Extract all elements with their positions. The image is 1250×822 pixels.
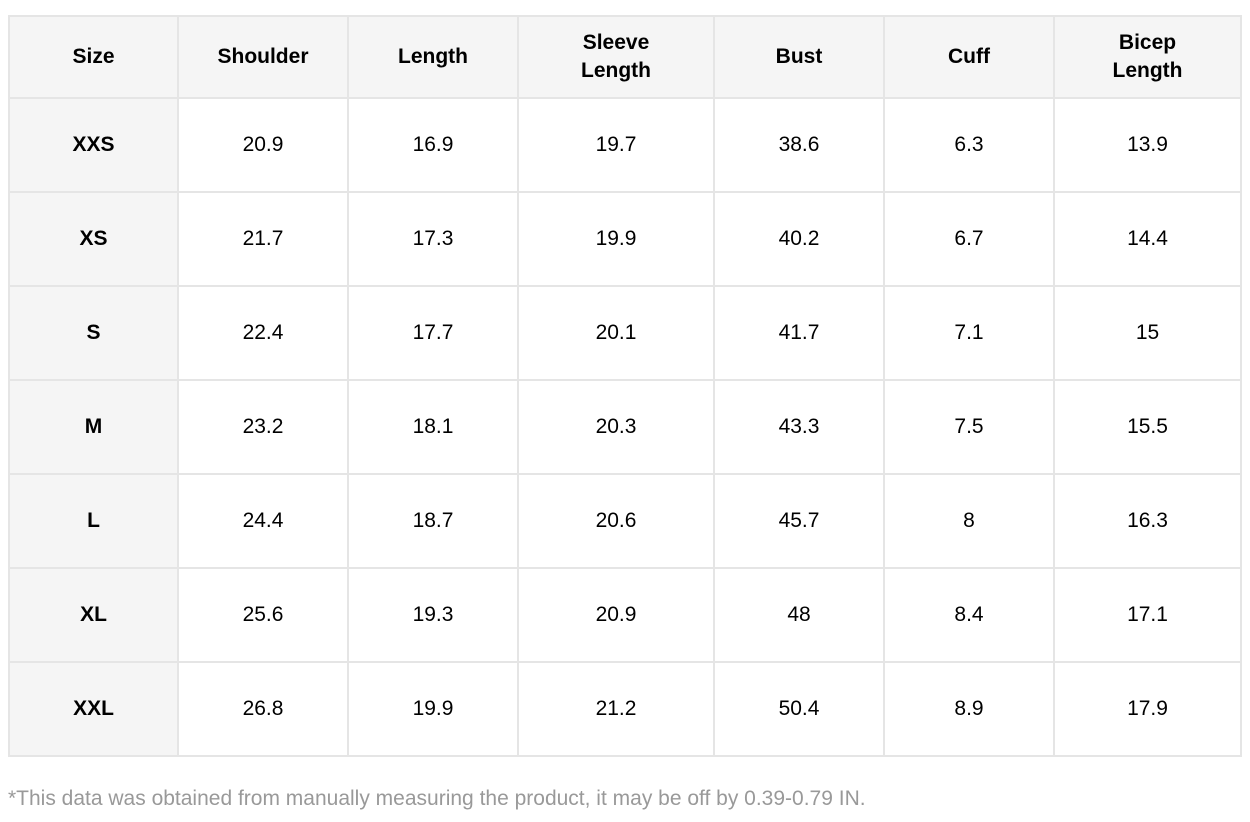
measurement-cell: 13.9 <box>1053 97 1242 193</box>
footnote: *This data was obtained from manually me… <box>8 787 866 810</box>
measurement-cell: 6.7 <box>883 191 1055 287</box>
size-cell: M <box>8 379 179 475</box>
table-row: L 24.4 18.7 20.6 45.7 8 16.3 <box>8 473 1242 569</box>
column-header: Length <box>347 15 519 99</box>
measurement-cell: 21.7 <box>177 191 349 287</box>
measurement-cell: 20.1 <box>517 285 715 381</box>
measurement-cell: 50.4 <box>713 661 885 757</box>
size-chart-table: Size Shoulder Length Sleeve Length Bust Cuff Bi… <box>8 15 1242 757</box>
table-row: XXL 26.8 19.9 21.2 50.4 8.9 17.9 <box>8 661 1242 757</box>
measurement-cell: 8.4 <box>883 567 1055 663</box>
measurement-cell: 22.4 <box>177 285 349 381</box>
measurement-cell: 38.6 <box>713 97 885 193</box>
table-row: M 23.2 18.1 20.3 43.3 7.5 15.5 <box>8 379 1242 475</box>
measurement-cell: 20.9 <box>517 567 715 663</box>
size-cell: L <box>8 473 179 569</box>
measurement-cell: 15.5 <box>1053 379 1242 475</box>
measurement-cell: 6.3 <box>883 97 1055 193</box>
column-header: Shoulder <box>177 15 349 99</box>
measurement-cell: 17.7 <box>347 285 519 381</box>
table-row: XS 21.7 17.3 19.9 40.2 6.7 14.4 <box>8 191 1242 287</box>
table-row: XL 25.6 19.3 20.9 48 8.4 17.1 <box>8 567 1242 663</box>
size-cell: XL <box>8 567 179 663</box>
measurement-cell: 19.7 <box>517 97 715 193</box>
measurement-cell: 19.9 <box>347 661 519 757</box>
measurement-cell: 20.6 <box>517 473 715 569</box>
column-header: Bust <box>713 15 885 99</box>
size-cell: XS <box>8 191 179 287</box>
column-header: Bicep Length <box>1053 15 1242 99</box>
measurement-cell: 7.5 <box>883 379 1055 475</box>
size-cell: S <box>8 285 179 381</box>
measurement-cell: 17.1 <box>1053 567 1242 663</box>
measurement-cell: 25.6 <box>177 567 349 663</box>
measurement-cell: 16.9 <box>347 97 519 193</box>
column-header: Size <box>8 15 179 99</box>
measurement-cell: 20.9 <box>177 97 349 193</box>
measurement-cell: 18.7 <box>347 473 519 569</box>
measurement-cell: 8.9 <box>883 661 1055 757</box>
table-row: XXS 20.9 16.9 19.7 38.6 6.3 13.9 <box>8 97 1242 193</box>
measurement-cell: 48 <box>713 567 885 663</box>
measurement-cell: 14.4 <box>1053 191 1242 287</box>
column-header: Sleeve Length <box>517 15 715 99</box>
measurement-cell: 17.3 <box>347 191 519 287</box>
measurement-cell: 40.2 <box>713 191 885 287</box>
measurement-cell: 15 <box>1053 285 1242 381</box>
measurement-cell: 20.3 <box>517 379 715 475</box>
measurement-cell: 7.1 <box>883 285 1055 381</box>
measurement-cell: 45.7 <box>713 473 885 569</box>
size-cell: XXS <box>8 97 179 193</box>
measurement-cell: 43.3 <box>713 379 885 475</box>
measurement-cell: 24.4 <box>177 473 349 569</box>
measurement-cell: 8 <box>883 473 1055 569</box>
measurement-cell: 16.3 <box>1053 473 1242 569</box>
measurement-cell: 19.9 <box>517 191 715 287</box>
measurement-cell: 18.1 <box>347 379 519 475</box>
table-row: S 22.4 17.7 20.1 41.7 7.1 15 <box>8 285 1242 381</box>
measurement-cell: 21.2 <box>517 661 715 757</box>
measurement-cell: 41.7 <box>713 285 885 381</box>
measurement-cell: 26.8 <box>177 661 349 757</box>
size-cell: XXL <box>8 661 179 757</box>
column-header: Cuff <box>883 15 1055 99</box>
header-row: Size Shoulder Length Sleeve Length Bust Cuff Bi… <box>8 15 1242 99</box>
measurement-cell: 19.3 <box>347 567 519 663</box>
measurement-cell: 17.9 <box>1053 661 1242 757</box>
measurement-cell: 23.2 <box>177 379 349 475</box>
